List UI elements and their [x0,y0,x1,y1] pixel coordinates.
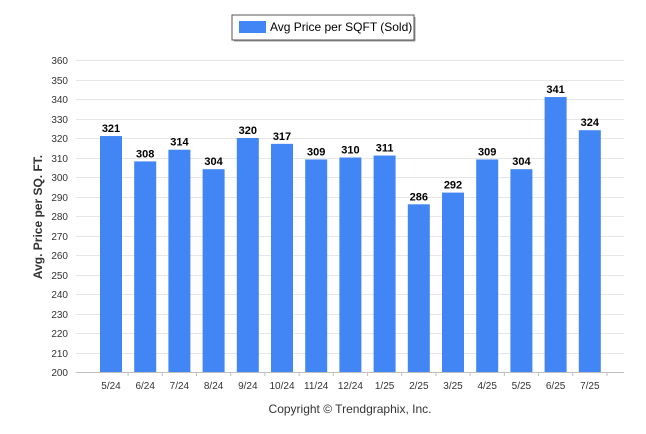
x-tick-label: 6/25 [546,381,566,392]
y-tick-label: 200 [51,368,68,379]
legend-swatch [239,21,266,33]
data-label: 286 [410,191,428,203]
legend-label: Avg Price per SQFT (Sold) [270,20,412,34]
x-tick-label: 7/25 [580,381,600,392]
bar[interactable] [476,159,499,372]
x-tick-label: 8/24 [204,381,224,392]
bar[interactable] [442,192,464,372]
y-tick-label: 340 [51,95,68,106]
x-tick-label: 10/24 [269,381,294,392]
x-tick-label: 4/25 [477,381,497,392]
x-tick-label: 2/25 [409,381,429,392]
bar[interactable] [510,169,533,372]
x-tick-label: 6/24 [135,381,155,392]
copyright-text: Copyright © Trendgraphix, Inc. [269,402,432,416]
data-label: 309 [478,146,496,158]
y-tick-label: 320 [51,134,68,145]
y-tick-label: 310 [51,154,68,165]
y-tick-label: 270 [51,232,68,243]
y-tick-label: 360 [51,56,68,67]
bars [100,97,601,373]
bar[interactable] [407,204,430,372]
x-axis-ticks: 5/24 6/24 7/24 8/24 9/24 10/24 11/24 12/24 1/25 2… [101,372,608,392]
bar[interactable] [271,143,293,372]
legend[interactable]: Avg Price per SQFT (Sold) [231,14,416,42]
y-tick-label: 330 [51,115,68,126]
y-tick-label: 350 [51,76,68,87]
bar[interactable] [134,161,157,372]
x-tick-label: 12/24 [338,381,363,392]
bar[interactable] [544,97,567,373]
bar[interactable] [168,149,191,372]
x-tick-label: 1/25 [375,381,395,392]
y-tick-label: 210 [51,349,68,360]
y-axis-title: Avg. Price per SQ. FT. [31,155,45,279]
data-label: 304 [204,156,223,168]
y-axis-ticks: 200 210 220 230 240 250 260 270 280 290 300 310 320 3… [51,56,68,379]
bar[interactable] [100,136,122,372]
data-label: 321 [102,123,120,135]
y-tick-label: 220 [51,329,68,340]
data-label: 324 [581,117,600,129]
x-tick-label: 5/24 [101,381,121,392]
y-tick-label: 240 [51,290,68,301]
data-label: 309 [307,146,325,158]
bar[interactable] [236,138,259,372]
data-label: 310 [341,145,359,157]
data-label: 317 [273,131,291,143]
bar[interactable] [305,159,328,372]
bar[interactable] [578,130,601,372]
data-label: 311 [376,143,394,155]
y-tick-label: 290 [51,193,68,204]
data-label: 308 [136,148,154,160]
data-label: 341 [546,84,564,96]
bar[interactable] [202,169,225,372]
bar[interactable] [339,157,362,373]
y-tick-label: 250 [51,271,68,282]
data-labels: 321 308 314 304 320 317 309 310 311 286 292 309 304 3… [102,84,600,203]
data-label: 292 [444,180,462,192]
x-tick-label: 3/25 [443,381,463,392]
bar[interactable] [373,155,396,372]
data-label: 320 [239,125,257,137]
x-tick-label: 7/24 [170,381,190,392]
x-tick-label: 11/24 [304,381,329,392]
x-tick-label: 5/25 [512,381,532,392]
y-tick-label: 230 [51,310,68,321]
y-tick-label: 280 [51,212,68,223]
y-tick-label: 300 [51,173,68,184]
data-label: 304 [512,156,531,168]
x-tick-label: 9/24 [238,381,258,392]
y-tick-label: 260 [51,251,68,262]
data-label: 314 [170,137,189,149]
